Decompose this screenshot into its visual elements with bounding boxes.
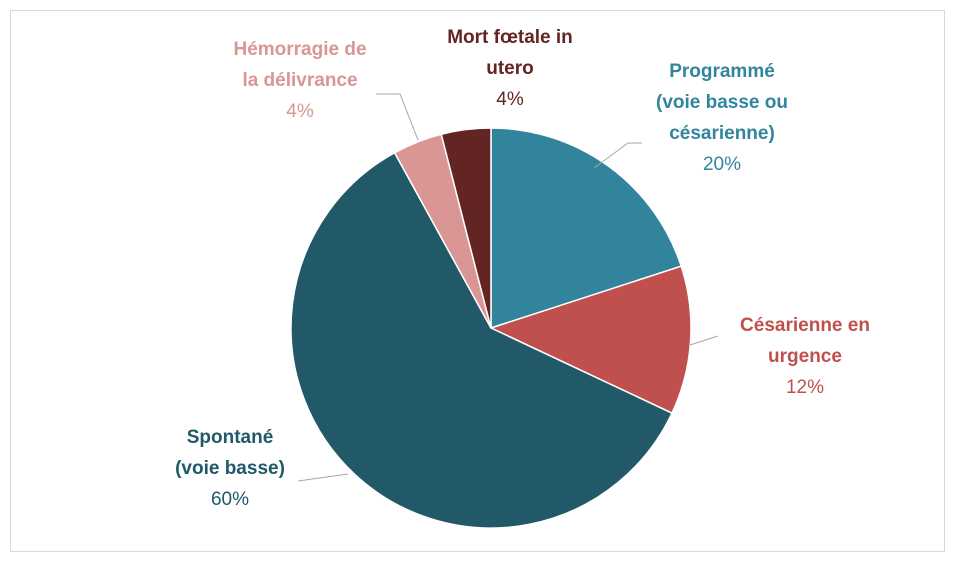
value-label: 20% bbox=[702, 154, 742, 175]
leader-line bbox=[593, 142, 642, 169]
value-label: 12% bbox=[785, 377, 825, 398]
value-label: 4% bbox=[286, 101, 314, 122]
category-label: Hémorragie de la délivrance bbox=[233, 39, 367, 91]
data-label: Mort fœtale in utero 4% bbox=[445, 22, 575, 115]
pie-slice bbox=[488, 265, 692, 415]
data-label: Césarienne en urgence 12% bbox=[733, 310, 878, 403]
pie-slice bbox=[290, 151, 673, 529]
category-label: Césarienne en urgence bbox=[740, 315, 870, 367]
leader-line bbox=[689, 335, 719, 346]
value-label: 4% bbox=[496, 89, 524, 110]
leader-line bbox=[376, 93, 419, 141]
category-label: Mort fœtale in utero bbox=[447, 27, 573, 79]
value-label: 60% bbox=[210, 489, 250, 510]
pie-slice bbox=[440, 127, 492, 329]
chart-border bbox=[10, 10, 945, 552]
data-label: Spontané (voie basse) 60% bbox=[165, 422, 295, 515]
category-label: Programmé (voie basse ou césarienne) bbox=[656, 61, 788, 144]
data-label: Hémorragie de la délivrance 4% bbox=[225, 34, 375, 127]
data-label: Programmé (voie basse ou césarienne) 20% bbox=[647, 56, 797, 180]
pie-slice bbox=[490, 127, 683, 330]
leader-line bbox=[297, 473, 349, 482]
category-label: Spontané (voie basse) bbox=[175, 427, 285, 479]
